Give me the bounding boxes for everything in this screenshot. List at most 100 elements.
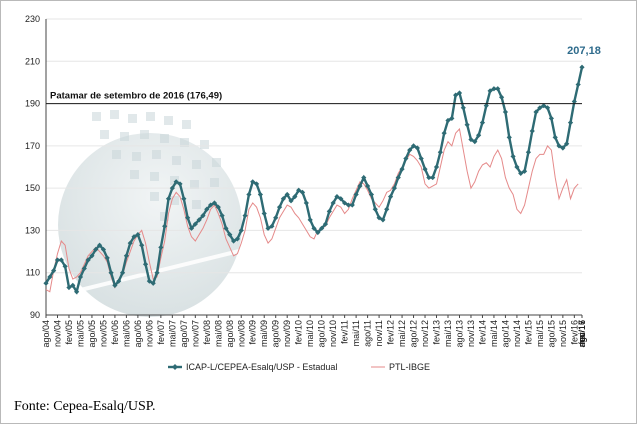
data-point-icap-l — [223, 225, 229, 231]
data-point-icap-l — [353, 191, 359, 198]
data-point-icap-l — [169, 185, 175, 191]
data-point-icap-l — [296, 187, 302, 193]
data-point-icap-l — [510, 153, 516, 160]
data-point-icap-l — [158, 244, 164, 250]
x-tick-label: nov/16 — [577, 320, 587, 347]
data-point-icap-l — [227, 232, 233, 238]
x-tick-label: ago/13 — [454, 320, 464, 348]
data-point-icap-l — [215, 204, 221, 210]
decor-tile — [192, 160, 201, 169]
data-point-icap-l — [200, 213, 206, 219]
data-point-icap-l — [556, 143, 562, 149]
decor-tile — [170, 176, 179, 185]
x-tick-label: fev/15 — [523, 320, 533, 345]
y-tick-label: 210 — [25, 56, 40, 66]
globe-light-ray — [59, 223, 346, 297]
data-point-icap-l — [437, 149, 443, 155]
data-point-icap-l — [185, 215, 191, 221]
data-point-icap-l — [51, 268, 57, 274]
data-point-icap-l — [345, 202, 352, 208]
x-tick-label: ago/07 — [179, 320, 189, 348]
data-point-icap-l — [330, 200, 336, 206]
data-point-icap-l — [238, 227, 244, 234]
data-point-icap-l — [85, 257, 91, 263]
data-point-icap-l — [342, 200, 348, 206]
data-point-icap-l — [131, 234, 137, 240]
decor-tile — [160, 212, 169, 221]
decor-tile — [164, 116, 173, 125]
x-tick-label: ago/05 — [87, 320, 97, 348]
decor-tile — [192, 200, 201, 209]
data-point-icap-l — [525, 149, 531, 155]
data-point-icap-l — [119, 270, 126, 276]
data-point-icap-l — [541, 103, 547, 109]
data-point-icap-l — [418, 155, 424, 162]
data-point-icap-l — [384, 206, 390, 212]
data-point-icap-l — [58, 257, 64, 263]
decor-tile — [92, 112, 101, 121]
x-tick-label: mai/13 — [443, 320, 453, 347]
x-tick-label: nov/05 — [98, 320, 108, 347]
data-point-icap-l — [261, 210, 267, 217]
data-point-icap-l — [472, 139, 478, 145]
x-tick-label: fev/11 — [340, 320, 350, 344]
data-point-icap-l — [575, 81, 581, 88]
data-point-icap-l — [303, 200, 309, 206]
x-tick-label: nov/11 — [374, 320, 384, 346]
data-point-icap-l — [276, 204, 283, 210]
series-layer — [43, 64, 585, 295]
data-point-icap-l — [453, 92, 459, 98]
y-axis: 90 110 130 150 170 190 210 230 — [25, 14, 47, 320]
data-point-icap-l — [123, 253, 129, 259]
data-point-icap-l — [544, 105, 551, 111]
decor-tile — [172, 156, 181, 165]
source-note: Fonte: Cepea-Esalq/USP. — [14, 399, 156, 414]
x-tick-label: mai/05 — [75, 320, 85, 347]
data-point-icap-l — [231, 238, 237, 244]
data-point-icap-l — [380, 217, 386, 223]
legend: ICAP-L/CEPEA-Esalq/USP - Estadual PTL-IBG… — [168, 362, 430, 372]
data-point-icap-l — [188, 225, 195, 231]
x-tick-label: fev/13 — [432, 320, 442, 345]
data-point-icap-l — [139, 242, 145, 248]
data-point-icap-l — [537, 105, 543, 111]
annotations: Patamar de setembro de 2016 (176,49) 207,… — [46, 45, 601, 105]
decor-tile — [140, 130, 149, 139]
legend-label-icap-l: ICAP-L/CEPEA-Esalq/USP - Estadual — [186, 362, 337, 372]
x-tick-label: ago/04 — [41, 320, 51, 348]
x-tick-label: nov/15 — [558, 320, 568, 347]
data-point-icap-l — [135, 232, 141, 238]
data-point-icap-l — [181, 196, 187, 202]
data-point-icap-l — [116, 278, 122, 284]
data-point-icap-l — [456, 90, 463, 96]
data-point-icap-l — [47, 274, 53, 280]
x-tick-label: ago/10 — [317, 320, 327, 348]
data-point-icap-l — [506, 134, 512, 140]
data-point-icap-l — [62, 263, 68, 269]
data-point-icap-l — [422, 166, 428, 172]
data-point-icap-l — [97, 242, 103, 248]
data-point-icap-l — [491, 86, 497, 92]
x-tick-label: nov/04 — [52, 320, 62, 347]
data-point-icap-l — [77, 274, 84, 280]
x-tick-label: mai/07 — [167, 320, 177, 347]
x-tick-label: mai/17 — [577, 320, 587, 347]
decor-tile — [160, 134, 169, 143]
y-tick-label: 170 — [25, 141, 40, 151]
y-tick-label: 230 — [25, 14, 40, 24]
data-point-icap-l — [242, 213, 248, 219]
legend-label-ptl-ibge: PTL-IBGE — [389, 362, 430, 372]
x-tick-label: mai/16 — [577, 320, 587, 347]
x-tick-label: fev/10 — [294, 320, 304, 345]
data-point-icap-l — [395, 174, 401, 181]
data-point-icap-l — [430, 174, 436, 181]
x-tick-label: mai/15 — [535, 320, 545, 347]
data-point-icap-l — [219, 213, 225, 219]
data-point-icap-l — [173, 179, 179, 185]
data-point-icap-l — [372, 206, 378, 212]
data-point-icap-l — [192, 221, 198, 227]
data-point-icap-l — [257, 191, 263, 198]
data-point-icap-l — [66, 284, 72, 291]
decor-tile — [132, 152, 141, 161]
decor-tile — [170, 196, 179, 205]
